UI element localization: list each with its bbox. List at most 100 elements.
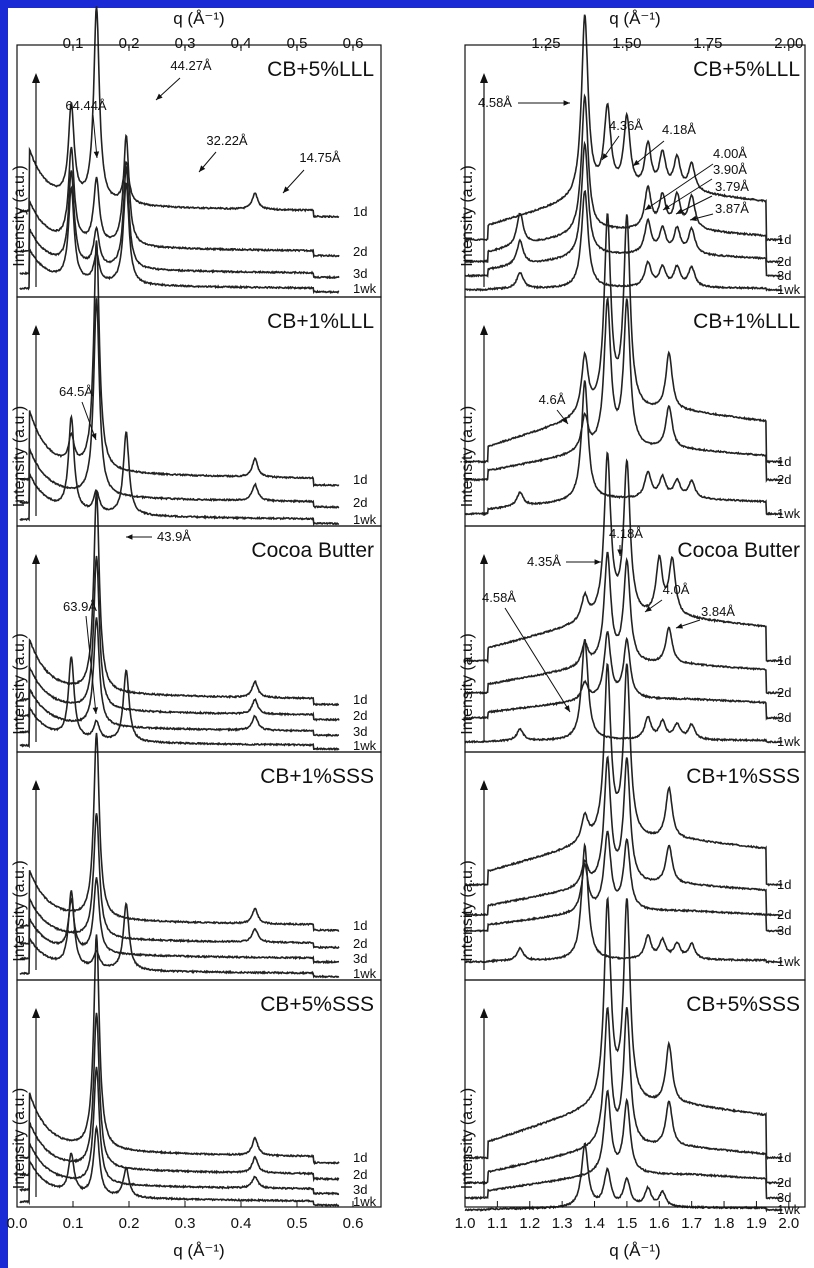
series-line-1wk	[19, 656, 340, 751]
annotation-arrow	[504, 607, 571, 713]
waxs-panel-2-curves	[464, 213, 783, 516]
annotation-arrow-head	[563, 100, 570, 106]
annotation-arrow-head	[156, 93, 163, 100]
saxs-panel-3-curves	[19, 491, 340, 751]
series-label-1wk: 1wk	[353, 966, 377, 981]
series-label-1wk: 1wk	[777, 1202, 801, 1217]
annotation-arrow-head	[617, 549, 623, 556]
annotation-arrow	[92, 114, 98, 159]
series-line-3d	[464, 630, 783, 721]
waxs-bottom-tick-label: 1.9	[746, 1215, 767, 1232]
saxs-bottom-tick-label: 0.5	[287, 1215, 308, 1232]
annotation-arrow	[662, 178, 713, 211]
waxs-panel-title: CB+5%SSS	[686, 993, 800, 1016]
waxs-top-tick-label: 1.25	[531, 35, 560, 52]
waxs-top-tick-label: 1.75	[693, 35, 722, 52]
series-label-1wk: 1wk	[777, 282, 801, 297]
annotation-arrow-head	[594, 559, 601, 565]
saxs-top-tick-label: 0.2	[119, 35, 140, 52]
series-line-2d	[19, 813, 340, 950]
saxs-arrow-head	[32, 780, 40, 790]
series-line-2d	[464, 551, 783, 695]
annotation-label: 3.84Å	[701, 604, 735, 619]
saxs-panel-frame	[16, 979, 382, 1208]
series-line-1d	[19, 934, 340, 1166]
series-line-1d	[464, 896, 783, 1160]
annotation-arrow-head	[283, 186, 290, 193]
waxs-bottom-tick-label: 1.0	[455, 1215, 476, 1232]
annotation-label: 64.44Å	[65, 98, 107, 113]
saxs-y-axis-label: Intensity (a.u.)	[11, 633, 28, 734]
annotation-label: 4.00Å	[713, 146, 747, 161]
annotation-arrow	[644, 163, 714, 211]
series-line-1d	[19, 6, 340, 219]
series-line-1wk	[19, 1124, 340, 1207]
series-label-2d: 2d	[777, 472, 791, 487]
waxs-panel-1-curves	[464, 14, 783, 292]
saxs-y-axis-label: Intensity (a.u.)	[11, 406, 28, 507]
series-label-1wk: 1wk	[777, 954, 801, 969]
series-label-3d: 3d	[353, 724, 367, 739]
waxs-panel-title: CB+5%LLL	[693, 58, 800, 81]
annotation-arrow-head	[690, 215, 697, 222]
annotation-label: 4.36Å	[609, 118, 643, 133]
annotation-arrow-head	[645, 204, 652, 210]
annotation-label: 3.90Å	[713, 162, 747, 177]
saxs-bottom-tick-label: 0.2	[119, 1215, 140, 1232]
saxs-y-axis-label: Intensity (a.u.)	[11, 1088, 28, 1189]
series-line-1d	[464, 451, 784, 664]
annotation-arrow-head	[199, 165, 206, 172]
waxs-panel-title: CB+1%LLL	[693, 310, 800, 333]
annotation-arrow-head	[93, 151, 100, 158]
annotation-label: 63.9Å	[63, 599, 97, 614]
series-line-2d	[19, 298, 340, 509]
saxs-panel-title: Cocoa Butter	[251, 539, 374, 562]
waxs-arrow-head	[480, 73, 488, 83]
waxs-bottom-tick-label: 1.4	[584, 1215, 605, 1232]
annotation-label: 4.18Å	[662, 122, 696, 137]
series-label-3d: 3d	[777, 923, 791, 938]
series-line-1wk	[464, 380, 783, 516]
saxs-panel-5-curves	[19, 934, 340, 1207]
series-label-1d: 1d	[777, 877, 791, 892]
series-line-2d	[464, 755, 783, 918]
series-line-3d	[19, 1066, 340, 1196]
series-label-3d: 3d	[353, 1182, 367, 1197]
saxs-bottom-tick-label: 0.6	[343, 1215, 364, 1232]
series-line-2d	[19, 133, 340, 259]
waxs-panel-title: CB+1%SSS	[686, 765, 800, 788]
waxs-bottom-tick-label: 1.2	[519, 1215, 540, 1232]
saxs-panel-2-curves	[19, 240, 340, 527]
waxs-arrow-head	[480, 325, 488, 335]
series-label-3d: 3d	[777, 1190, 791, 1205]
series-label-2d: 2d	[353, 244, 367, 259]
annotation-arrow	[675, 195, 713, 215]
series-label-1d: 1d	[777, 653, 791, 668]
saxs-top-tick-label: 0.3	[175, 35, 196, 52]
waxs-y-axis-label: Intensity (a.u.)	[459, 1088, 476, 1189]
annotation-label: 64.5Å	[59, 384, 93, 399]
saxs-bottom-tick-label: 0.4	[231, 1215, 252, 1232]
series-label-1d: 1d	[353, 204, 367, 219]
annotation-label: 44.27Å	[170, 58, 212, 73]
series-label-2d: 2d	[353, 495, 367, 510]
annotation-label: 4.35Å	[527, 554, 561, 569]
annotation-arrow	[632, 140, 665, 167]
saxs-arrow-head	[32, 1008, 40, 1018]
series-line-2d	[19, 555, 340, 722]
annotation-label: 32.22Å	[206, 133, 248, 148]
series-line-1wk	[19, 413, 340, 527]
series-label-2d: 2d	[353, 936, 367, 951]
waxs-bottom-tick-label: 2.0	[778, 1215, 799, 1232]
annotation-arrow-head	[92, 707, 99, 714]
series-label-1wk: 1wk	[353, 512, 377, 527]
series-label-1d: 1d	[353, 472, 367, 487]
series-label-1wk: 1wk	[353, 738, 377, 753]
annotation-label: 14.75Å	[299, 150, 341, 165]
annotation-arrow-head	[645, 606, 652, 612]
saxs-top-tick-label: 0.4	[231, 35, 252, 52]
annotation-label: 43.9Å	[157, 529, 191, 544]
saxs-bottom-tick-label: 0.0	[7, 1215, 28, 1232]
waxs-arrow-head	[480, 780, 488, 790]
